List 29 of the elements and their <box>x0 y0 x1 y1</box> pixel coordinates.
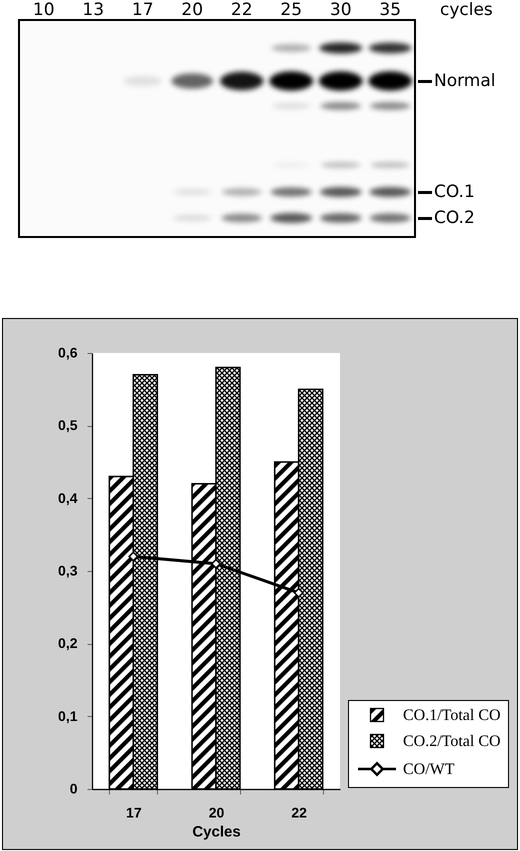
legend-label: CO.2/Total CO <box>403 733 501 750</box>
y-tick-label: 0,5 <box>58 417 78 434</box>
x-tick-label: 17 <box>126 804 142 820</box>
y-tick-label: 0,2 <box>58 635 78 652</box>
y-tick-label: 0 <box>70 780 78 796</box>
y-tick-label: 0,3 <box>58 562 78 578</box>
category-label: 22 <box>230 0 253 20</box>
point <box>211 558 221 569</box>
category-label: 10 <box>32 0 55 20</box>
category-label: 20 <box>181 0 204 20</box>
point <box>128 552 138 562</box>
category-label: 25 <box>280 0 302 20</box>
legend-label: CO.1/Total CO <box>403 707 501 724</box>
text: Normal <box>418 71 496 91</box>
y-tick-label: 0,1 <box>58 708 78 724</box>
x-tick-label: 22 <box>291 804 308 820</box>
legend-label: CO/WT <box>403 761 455 778</box>
text: CO.2 <box>418 208 475 228</box>
text: cycles <box>440 0 493 20</box>
point <box>294 588 304 598</box>
x-axis-title: Cycles <box>192 824 241 840</box>
y-tick-label: 0,4 <box>58 490 78 506</box>
category-label: 17 <box>132 0 154 20</box>
y-tick-label: 0,6 <box>58 344 78 360</box>
x-tick-label: 20 <box>208 804 224 820</box>
category-label: 30 <box>330 0 352 20</box>
category-label: 13 <box>82 0 104 20</box>
category-label: 35 <box>379 0 402 20</box>
text: CO.1 <box>418 182 475 202</box>
